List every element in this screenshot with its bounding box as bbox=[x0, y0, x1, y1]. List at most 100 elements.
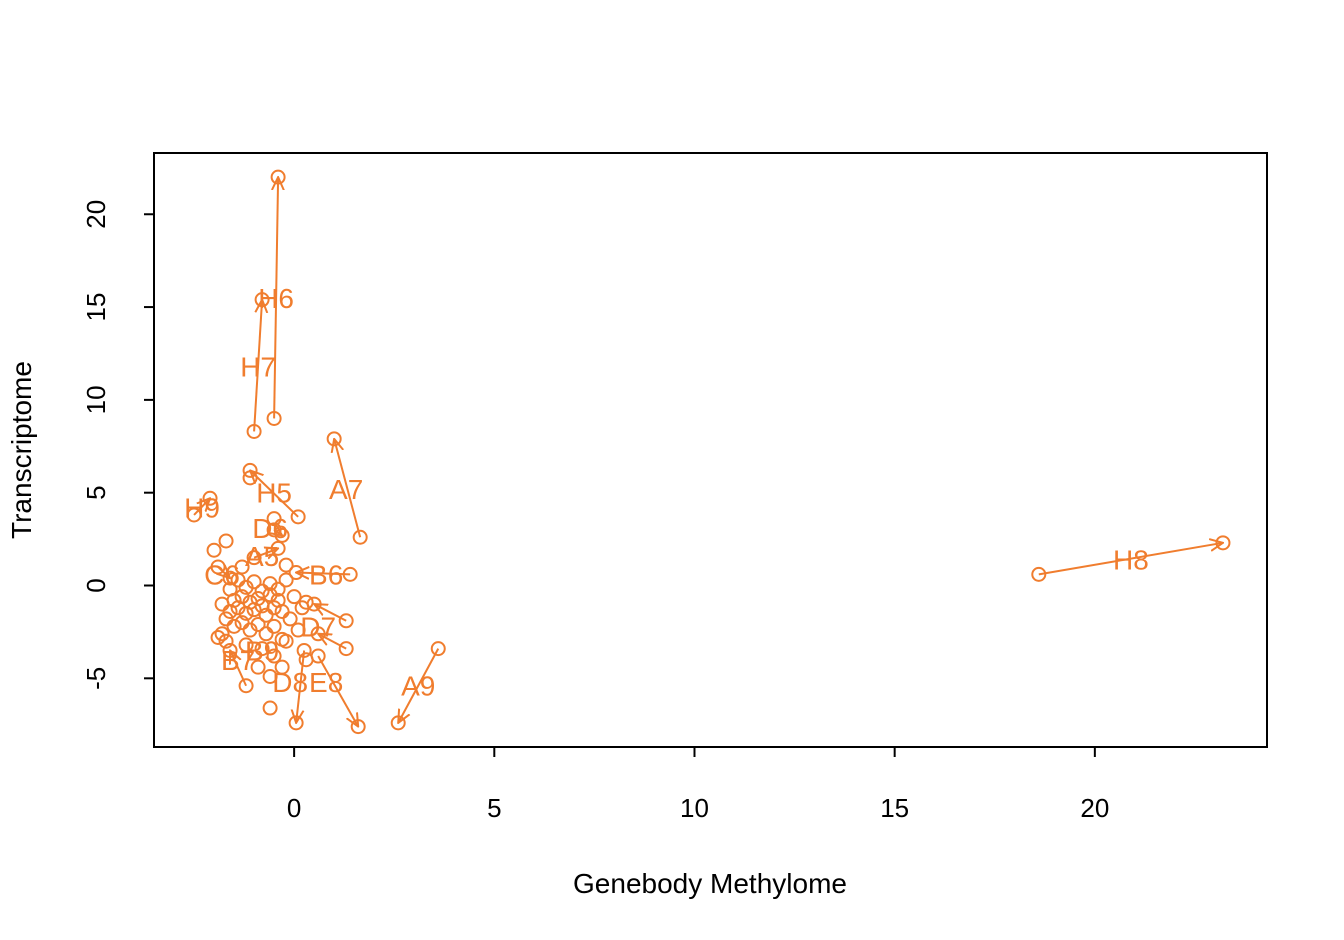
data-point bbox=[234, 559, 250, 575]
point-start-b9 bbox=[338, 641, 354, 657]
arrow-a7 bbox=[334, 439, 362, 538]
x-tick-label: 5 bbox=[487, 793, 501, 823]
y-tick-label: 5 bbox=[81, 485, 111, 499]
point-start-d7 bbox=[338, 613, 354, 629]
point-start-h9 bbox=[186, 507, 202, 523]
data-point bbox=[210, 629, 226, 645]
point-end-h6 bbox=[270, 169, 286, 185]
data-point bbox=[238, 637, 254, 653]
point-end-b9 bbox=[310, 626, 326, 642]
data-point bbox=[298, 594, 314, 610]
arrow-h6 bbox=[274, 177, 278, 419]
point-start-d8 bbox=[296, 642, 312, 658]
point-end-a9 bbox=[390, 715, 406, 731]
data-point bbox=[218, 533, 234, 549]
arrow-b6 bbox=[296, 573, 351, 575]
point-label-a7: A7 bbox=[329, 474, 363, 505]
data-point bbox=[234, 615, 250, 631]
arrow-a5 bbox=[253, 548, 278, 557]
arrow-d8 bbox=[296, 650, 306, 722]
arrow-layer bbox=[193, 177, 1223, 727]
data-point bbox=[230, 572, 246, 588]
x-axis-label: Genebody Methylome bbox=[573, 868, 847, 899]
point-start-a9 bbox=[430, 641, 446, 657]
data-point bbox=[282, 611, 298, 627]
data-point bbox=[266, 648, 282, 664]
data-point bbox=[258, 626, 274, 642]
point-label-a5: A5 bbox=[245, 541, 279, 572]
data-point bbox=[266, 618, 282, 634]
data-point bbox=[274, 659, 290, 675]
point-label-h5: H5 bbox=[256, 478, 292, 509]
data-point bbox=[254, 641, 270, 657]
point-end-h8 bbox=[1215, 535, 1231, 551]
y-tick-label: 15 bbox=[81, 293, 111, 322]
data-point bbox=[214, 626, 230, 642]
data-point bbox=[286, 589, 302, 605]
data-point bbox=[262, 700, 278, 716]
point-label-d7: D7 bbox=[300, 611, 336, 642]
point-end-a7 bbox=[326, 431, 342, 447]
point-start-a5 bbox=[246, 550, 262, 566]
point-start-c6 bbox=[210, 559, 226, 575]
x-tick-label: 10 bbox=[680, 793, 709, 823]
point-label-h8: H8 bbox=[1113, 545, 1149, 576]
point-end-e8 bbox=[350, 719, 366, 735]
x-tick-label: 15 bbox=[880, 793, 909, 823]
arrow-h8 bbox=[1038, 543, 1223, 576]
point-end-h7 bbox=[254, 292, 270, 308]
data-point bbox=[242, 470, 258, 486]
point-label-d8: D8 bbox=[272, 667, 308, 698]
data-point bbox=[258, 607, 274, 623]
data-point bbox=[278, 572, 294, 588]
data-point bbox=[278, 633, 294, 649]
plot-frame bbox=[153, 152, 1268, 748]
data-point bbox=[290, 622, 306, 638]
point-label-a9: A9 bbox=[401, 671, 435, 702]
point-label-b6: B6 bbox=[309, 559, 343, 590]
point-end-d8 bbox=[288, 715, 304, 731]
point-start-h5 bbox=[290, 509, 306, 525]
point-start-h7 bbox=[246, 423, 262, 439]
y-tick-label: 10 bbox=[81, 385, 111, 414]
data-point bbox=[262, 668, 278, 684]
point-start-h6 bbox=[266, 410, 282, 426]
point-start-e8 bbox=[310, 648, 326, 664]
x-tick-label: 20 bbox=[1080, 793, 1109, 823]
data-point bbox=[274, 603, 290, 619]
point-label-b7: B7 bbox=[221, 645, 255, 676]
data-point bbox=[250, 616, 266, 632]
data-point bbox=[250, 659, 266, 675]
point-layer bbox=[186, 169, 1231, 735]
point-end-a5 bbox=[270, 540, 286, 556]
arrow-d6 bbox=[274, 530, 282, 536]
data-point bbox=[270, 581, 286, 597]
y-tick-label: 0 bbox=[81, 578, 111, 592]
data-point bbox=[222, 581, 238, 597]
y-tick-label: 20 bbox=[81, 200, 111, 229]
point-label-h7: H7 bbox=[240, 351, 276, 382]
data-point bbox=[218, 611, 234, 627]
data-point bbox=[254, 583, 270, 599]
data-point bbox=[246, 574, 262, 590]
point-start-h8 bbox=[1031, 566, 1047, 582]
point-start-b7 bbox=[238, 678, 254, 694]
point-label-b9: B9 bbox=[245, 635, 279, 666]
arrow-c6 bbox=[218, 567, 230, 578]
arrow-e8 bbox=[317, 655, 358, 727]
point-start-b6 bbox=[342, 566, 358, 582]
data-point bbox=[206, 542, 222, 558]
y-axis: -5 0 5 10 15 20 bbox=[81, 200, 155, 690]
x-axis: 0 5 10 15 20 bbox=[287, 746, 1109, 823]
point-label-c6: C6 bbox=[204, 559, 240, 590]
point-start-a7 bbox=[352, 529, 368, 545]
arrow-h7 bbox=[253, 300, 262, 432]
point-end-d6 bbox=[274, 527, 290, 543]
point-label-d6: D6 bbox=[252, 513, 288, 544]
point-label-h9: H9 bbox=[184, 493, 220, 524]
arrow-b9 bbox=[318, 634, 347, 650]
point-end-h5 bbox=[242, 462, 258, 478]
data-point bbox=[218, 633, 234, 649]
